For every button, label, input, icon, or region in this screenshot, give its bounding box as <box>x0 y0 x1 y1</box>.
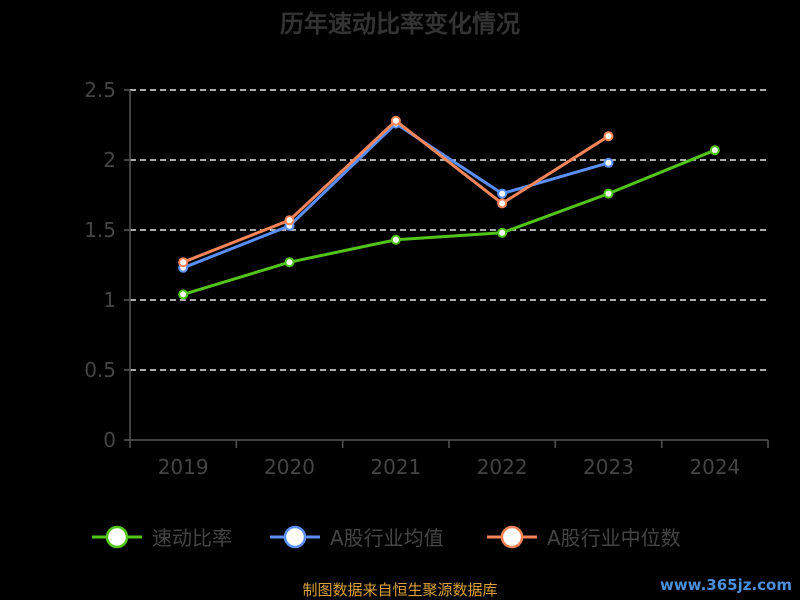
x-tick-label: 2023 <box>583 455 634 479</box>
data-point <box>284 215 295 226</box>
series-2 <box>178 115 614 268</box>
watermark: www.365jz.com <box>660 576 792 594</box>
grid-lines <box>130 89 768 371</box>
y-tick-label: 1.5 <box>84 218 116 242</box>
series-layer <box>178 115 720 300</box>
legend-marker <box>500 525 524 549</box>
data-point <box>603 188 614 199</box>
legend-label: A股行业均值 <box>330 526 444 550</box>
data-point <box>390 234 401 245</box>
data-point <box>178 257 189 268</box>
legend-item[interactable]: A股行业均值 <box>270 525 444 550</box>
data-point <box>497 188 508 199</box>
legend-label: 速动比率 <box>152 526 232 550</box>
source-note: 制图数据来自恒生聚源数据库 <box>302 581 497 599</box>
axes <box>124 89 769 448</box>
x-tick-label: 2022 <box>477 455 528 479</box>
x-tick-label: 2024 <box>689 455 740 479</box>
data-point <box>178 289 189 300</box>
chart-title: 历年速动比率变化情况 <box>280 10 520 38</box>
x-tick-label: 2019 <box>158 455 209 479</box>
data-point <box>709 145 720 156</box>
y-tick-label: 0 <box>103 428 116 452</box>
data-point <box>603 157 614 168</box>
x-tick-label: 2021 <box>370 455 421 479</box>
data-point <box>497 198 508 209</box>
y-tick-label: 2 <box>103 148 116 172</box>
y-axis-ticks: 0 0.5 1 1.5 2 2.5 <box>84 78 116 452</box>
data-point <box>284 257 295 268</box>
x-tick-label: 2020 <box>264 455 315 479</box>
series-line <box>182 122 609 270</box>
x-axis-ticks: 2019 2020 2021 2022 2023 2024 <box>158 455 741 479</box>
y-tick-label: 0.5 <box>84 358 116 382</box>
series-line <box>182 148 716 296</box>
y-tick-label: 2.5 <box>84 78 116 102</box>
series-1 <box>178 118 614 273</box>
legend-label: A股行业中位数 <box>547 526 681 550</box>
legend-marker <box>105 525 129 549</box>
data-point <box>603 131 614 142</box>
data-point <box>390 115 401 126</box>
data-point <box>497 227 508 238</box>
legend-item[interactable]: 速动比率 <box>92 525 232 550</box>
legend-marker <box>283 525 307 549</box>
y-tick-label: 1 <box>103 288 116 312</box>
legend-item[interactable]: A股行业中位数 <box>487 525 681 550</box>
legend: 速动比率 A股行业均值 A股行业中位数 <box>92 525 681 550</box>
series-0 <box>178 145 720 300</box>
